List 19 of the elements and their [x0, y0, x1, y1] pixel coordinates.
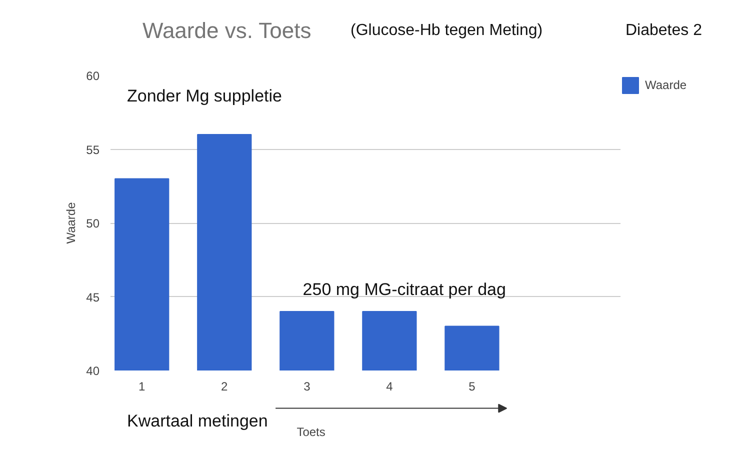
x-tick-label: 5 [468, 380, 476, 394]
text: (Glucose-Hb tegen Meting) [350, 22, 543, 39]
y-tick-label: 50 [86, 216, 100, 230]
legend-label: Waarde [645, 78, 687, 92]
chart-title: Waarde vs. Toets [142, 18, 312, 43]
text: Kwartaal metingen [127, 412, 268, 431]
x-tick-label: 3 [304, 380, 311, 394]
x-tick-label: 1 [138, 380, 146, 394]
x-tick-label: 4 [386, 380, 394, 394]
y-tick-label: 60 [86, 69, 100, 83]
x-axis-title: Toets [296, 424, 326, 439]
y-tick-label: 45 [86, 290, 100, 304]
text: Diabetes 2 [626, 22, 702, 39]
annotation: 250 mg MG-citraat per dag [302, 280, 506, 299]
y-axis-title: Waarde [64, 202, 78, 244]
x-tick-label: 2 [221, 380, 228, 394]
y-tick-label: 55 [86, 142, 100, 157]
annotation: Zonder Mg suppletie [127, 86, 282, 106]
y-tick-label: 40 [86, 364, 100, 378]
